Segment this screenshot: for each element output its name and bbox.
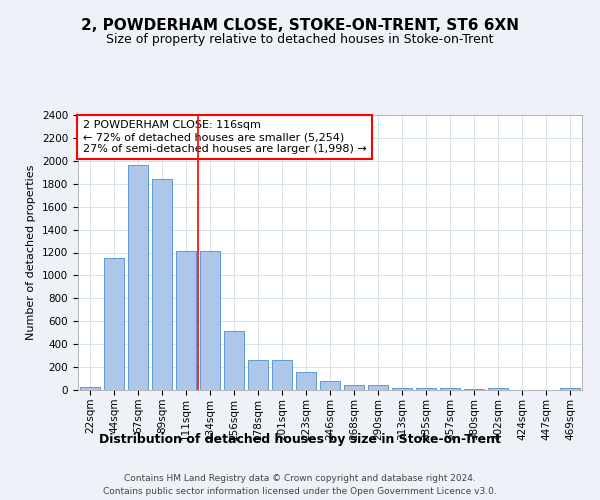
Bar — [440, 388, 460, 390]
Bar — [128, 166, 148, 390]
Bar — [392, 388, 412, 390]
Bar — [488, 388, 508, 390]
Text: 2, POWDERHAM CLOSE, STOKE-ON-TRENT, ST6 6XN: 2, POWDERHAM CLOSE, STOKE-ON-TRENT, ST6 … — [81, 18, 519, 32]
Bar — [344, 385, 364, 390]
Bar — [224, 331, 244, 390]
Bar — [368, 385, 388, 390]
Bar — [296, 372, 316, 390]
Bar — [272, 360, 292, 390]
Bar — [152, 179, 172, 390]
Bar — [248, 360, 268, 390]
Bar — [104, 258, 124, 390]
Bar — [560, 388, 580, 390]
Text: Contains public sector information licensed under the Open Government Licence v3: Contains public sector information licen… — [103, 487, 497, 496]
Text: Contains HM Land Registry data © Crown copyright and database right 2024.: Contains HM Land Registry data © Crown c… — [124, 474, 476, 483]
Bar — [80, 386, 100, 390]
Bar — [416, 388, 436, 390]
Bar — [200, 252, 220, 390]
Bar — [320, 382, 340, 390]
Text: 2 POWDERHAM CLOSE: 116sqm
← 72% of detached houses are smaller (5,254)
27% of se: 2 POWDERHAM CLOSE: 116sqm ← 72% of detac… — [83, 120, 367, 154]
Y-axis label: Number of detached properties: Number of detached properties — [26, 165, 37, 340]
Text: Distribution of detached houses by size in Stoke-on-Trent: Distribution of detached houses by size … — [99, 432, 501, 446]
Text: Size of property relative to detached houses in Stoke-on-Trent: Size of property relative to detached ho… — [106, 32, 494, 46]
Bar — [176, 252, 196, 390]
